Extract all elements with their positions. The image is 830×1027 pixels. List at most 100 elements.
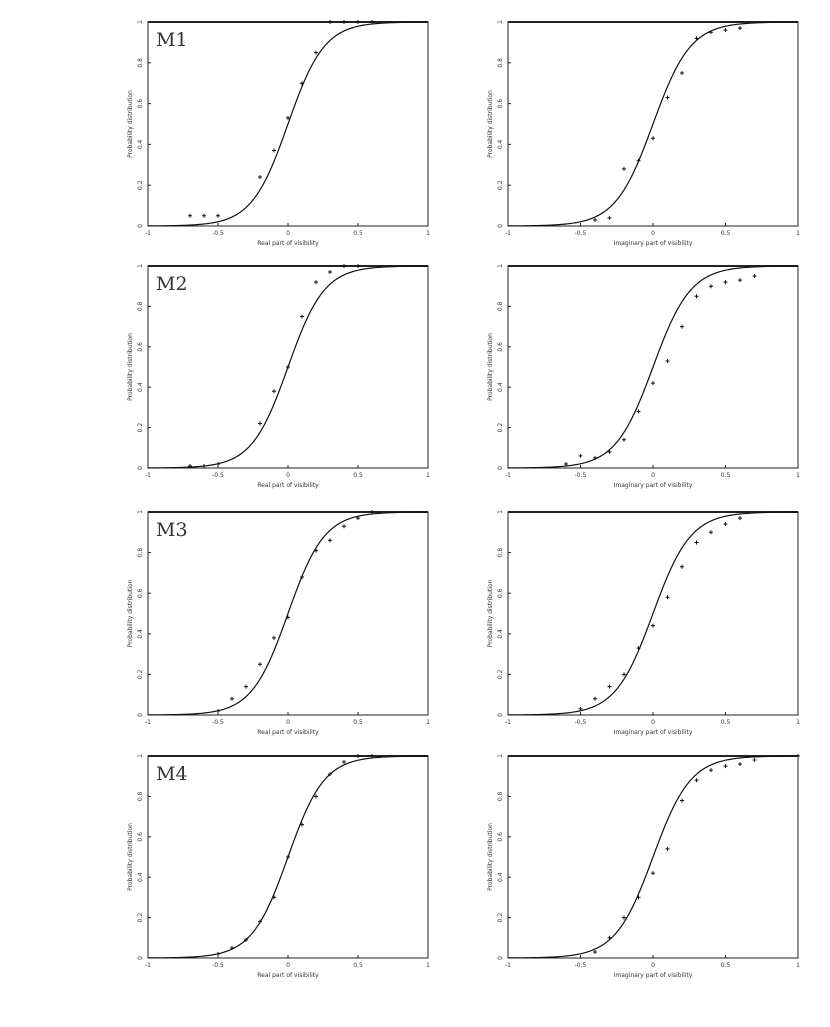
data-point bbox=[578, 706, 583, 711]
y-tick-label: 1 bbox=[137, 754, 144, 758]
y-tick-label: 0 bbox=[137, 713, 144, 717]
y-tick-label: 0.2 bbox=[137, 913, 144, 923]
data-point bbox=[216, 213, 220, 218]
x-tick-label: 1 bbox=[796, 230, 800, 237]
data-point bbox=[607, 684, 612, 689]
data-point bbox=[370, 754, 374, 758]
x-axis-label: Imaginary part of visibility bbox=[614, 240, 693, 247]
x-tick-label: 0.5 bbox=[721, 962, 731, 969]
data-point bbox=[752, 274, 757, 279]
data-point bbox=[665, 595, 670, 600]
y-tick-label: 0 bbox=[137, 224, 144, 228]
data-point bbox=[636, 409, 641, 414]
data-point bbox=[272, 635, 276, 640]
x-tick-label: 0.5 bbox=[353, 230, 363, 237]
data-point bbox=[680, 71, 684, 75]
data-point bbox=[593, 696, 597, 701]
data-point bbox=[709, 30, 713, 35]
data-point bbox=[216, 951, 220, 956]
data-point bbox=[328, 270, 332, 275]
data-point bbox=[578, 453, 583, 458]
chart-panel-7: -1 -0.5 0 0.5 1 0 0.2 0.4 0.6 0.8 1 Real part of vi… bbox=[127, 754, 430, 979]
x-tick-label: -1 bbox=[145, 230, 151, 237]
data-point bbox=[202, 463, 206, 468]
cdf-curve bbox=[507, 511, 799, 716]
data-point bbox=[328, 772, 332, 777]
x-tick-label: 0 bbox=[651, 472, 655, 479]
y-tick-label: 0.6 bbox=[497, 588, 504, 598]
data-point bbox=[202, 213, 206, 218]
data-point bbox=[564, 461, 568, 466]
y-axis-label: Probability distribution bbox=[487, 90, 494, 158]
x-tick-label: 0 bbox=[651, 962, 655, 969]
x-tick-label: -0.5 bbox=[212, 472, 224, 479]
x-tick-label: -0.5 bbox=[575, 230, 587, 237]
data-point bbox=[300, 574, 304, 579]
data-point bbox=[244, 684, 248, 689]
panel-label: M4 bbox=[156, 763, 188, 785]
y-tick-label: 1 bbox=[137, 510, 144, 514]
x-tick-label: 1 bbox=[426, 472, 430, 479]
y-axis-label: Probability distribution bbox=[127, 823, 134, 891]
chart-panel-1: -1 -0.5 0 0.5 1 0 0.2 0.4 0.6 0.8 1 Real part of vi… bbox=[127, 20, 430, 247]
data-point bbox=[230, 945, 234, 950]
data-point bbox=[342, 264, 346, 268]
y-tick-label: 0.6 bbox=[497, 832, 504, 842]
data-point bbox=[370, 20, 374, 24]
y-tick-label: 0.2 bbox=[497, 180, 504, 190]
data-point bbox=[665, 358, 670, 363]
data-point bbox=[665, 95, 670, 100]
data-point bbox=[723, 522, 728, 527]
data-point bbox=[272, 895, 276, 900]
data-point bbox=[651, 381, 655, 386]
data-point bbox=[272, 148, 276, 153]
data-point bbox=[300, 314, 304, 319]
data-point bbox=[356, 264, 360, 268]
y-tick-label: 0.8 bbox=[137, 791, 144, 801]
data-point bbox=[286, 855, 290, 859]
y-tick-label: 0.2 bbox=[497, 423, 504, 433]
x-tick-label: 0.5 bbox=[721, 472, 731, 479]
y-tick-label: 0.4 bbox=[497, 629, 504, 639]
x-axis-label: Imaginary part of visibility bbox=[614, 482, 693, 489]
x-tick-label: -0.5 bbox=[212, 230, 224, 237]
data-point bbox=[342, 524, 346, 529]
y-tick-label: 0.2 bbox=[137, 669, 144, 679]
y-tick-label: 0.6 bbox=[137, 342, 144, 352]
y-axis-label: Probability distribution bbox=[127, 333, 134, 401]
data-point bbox=[738, 26, 742, 31]
data-point bbox=[258, 919, 262, 924]
data-point bbox=[607, 449, 612, 454]
data-point bbox=[738, 278, 742, 283]
data-point bbox=[286, 365, 290, 369]
y-tick-label: 0.4 bbox=[137, 382, 144, 392]
data-point bbox=[636, 646, 641, 651]
y-tick-label: 0.6 bbox=[497, 99, 504, 109]
x-tick-label: -0.5 bbox=[575, 962, 587, 969]
chart-panel-2: -1 -0.5 0 0.5 1 0 0.2 0.4 0.6 0.8 1 Imaginary part … bbox=[487, 20, 800, 247]
data-point bbox=[286, 615, 290, 620]
y-tick-label: 0 bbox=[137, 466, 144, 470]
y-tick-label: 0.4 bbox=[497, 382, 504, 392]
panel-label: M3 bbox=[156, 519, 188, 541]
y-tick-label: 0 bbox=[137, 956, 144, 960]
data-point bbox=[300, 81, 304, 86]
data-point bbox=[342, 760, 346, 765]
y-axis-label: Probability distribution bbox=[487, 333, 494, 401]
data-point bbox=[356, 20, 360, 24]
x-tick-label: 0 bbox=[651, 719, 655, 726]
data-point bbox=[370, 510, 374, 514]
y-tick-label: 0.8 bbox=[497, 548, 504, 558]
x-tick-label: 1 bbox=[796, 719, 800, 726]
data-point bbox=[244, 937, 248, 942]
x-tick-label: -0.5 bbox=[212, 962, 224, 969]
cdf-curve bbox=[147, 511, 429, 716]
y-tick-label: 0.8 bbox=[497, 58, 504, 68]
x-axis-label: Real part of visibility bbox=[257, 972, 319, 979]
data-point bbox=[622, 915, 626, 920]
chart-panel-3: -1 -0.5 0 0.5 1 0 0.2 0.4 0.6 0.8 1 Real part of vi… bbox=[127, 264, 430, 489]
data-point bbox=[709, 768, 713, 773]
data-point bbox=[694, 294, 699, 299]
data-point bbox=[188, 213, 192, 218]
data-point bbox=[216, 461, 220, 466]
